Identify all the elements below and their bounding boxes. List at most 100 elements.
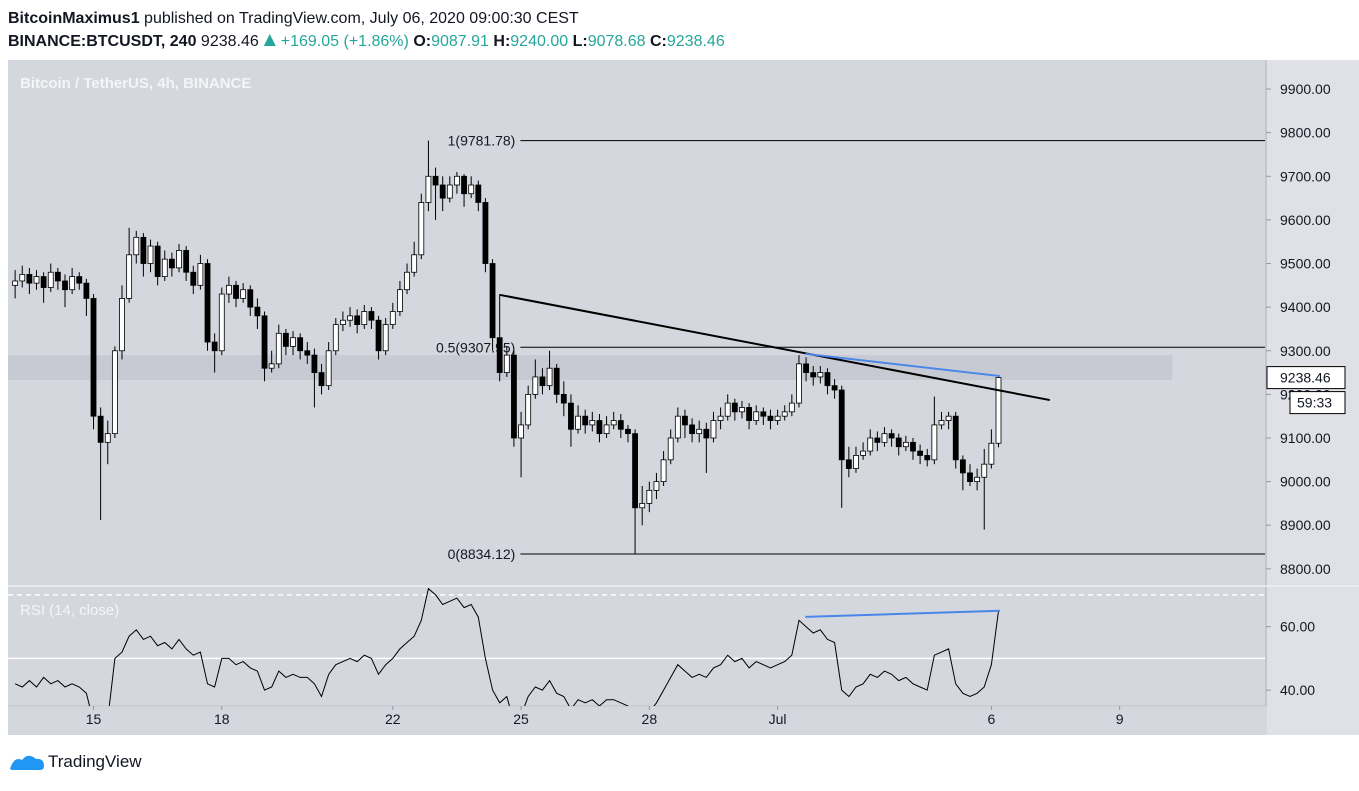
candle-body xyxy=(418,202,425,256)
plot-layer: 8800.008900.009000.009100.009200.009300.… xyxy=(8,34,1346,727)
x-tick-label: 22 xyxy=(385,711,401,727)
candle-body xyxy=(147,245,154,264)
ohlc-value: 9087.91 xyxy=(431,33,489,50)
candle-body xyxy=(625,428,631,435)
candle-body xyxy=(988,442,995,465)
candle-body xyxy=(340,319,346,325)
candle-body xyxy=(104,433,111,443)
candle-body xyxy=(981,463,988,478)
candle-body xyxy=(788,402,795,413)
candle-body xyxy=(703,428,710,439)
candle-body xyxy=(397,289,403,312)
candle-body xyxy=(532,376,539,395)
candle-body xyxy=(119,298,125,352)
candle-body xyxy=(582,415,589,426)
rsi-tick-label: 60.00 xyxy=(1280,619,1315,635)
x-tick-label: 28 xyxy=(642,711,658,727)
candle-body xyxy=(632,433,638,509)
candle-body xyxy=(838,389,845,461)
y-tick-label: 9800.00 xyxy=(1280,125,1331,141)
candle-body xyxy=(553,367,560,395)
trendline xyxy=(805,352,1001,378)
last-price-label: 9238.46 xyxy=(1280,370,1331,386)
fib-label: 0.5(9307.95) xyxy=(436,339,515,355)
x-tick-label: 6 xyxy=(987,711,995,727)
y-tick-label: 9900.00 xyxy=(1280,81,1331,97)
candle-body xyxy=(781,411,788,417)
candle-body xyxy=(439,184,446,199)
candle-body xyxy=(176,250,182,269)
x-tick-label: 9 xyxy=(1116,711,1124,727)
candle-body xyxy=(254,306,261,317)
candle-body xyxy=(211,341,218,352)
candle-body xyxy=(952,415,959,461)
fib-label: 1(9781.78) xyxy=(448,133,516,149)
candle-body xyxy=(47,271,54,288)
candle-body xyxy=(168,258,175,269)
published: published on TradingView.com, July 06, 2… xyxy=(144,10,579,27)
candle-body xyxy=(446,184,453,199)
candle-body xyxy=(660,459,667,483)
rsi-trendline xyxy=(805,609,1000,618)
ohlc-label: H: xyxy=(493,33,510,50)
ohlc-label: O: xyxy=(413,33,431,50)
candle-body xyxy=(796,363,802,404)
time-axis xyxy=(8,706,1267,735)
ohlc-value: 9240.00 xyxy=(510,33,568,50)
candle-body xyxy=(525,393,532,426)
candle-body xyxy=(111,350,118,435)
x-tick-label: 25 xyxy=(513,711,529,727)
candle-body xyxy=(867,437,874,452)
candle-body xyxy=(233,284,239,299)
candle-body xyxy=(204,263,211,343)
change: +169.05 (+1.86%) xyxy=(281,33,409,50)
candle-body xyxy=(917,450,924,456)
candle-body xyxy=(503,354,510,373)
candle-body xyxy=(667,437,674,461)
candle-body xyxy=(874,437,881,443)
candle-body xyxy=(710,420,717,439)
candle-body xyxy=(895,437,902,448)
y-tick-label: 9400.00 xyxy=(1280,299,1331,315)
header-line: BitcoinMaximus1 published on TradingView… xyxy=(8,10,579,27)
fib-label: 0(8834.12) xyxy=(448,546,516,562)
countdown: 59:33 xyxy=(1297,395,1332,411)
candle-body xyxy=(610,420,617,426)
candle-body xyxy=(739,407,745,413)
x-tick-label: 18 xyxy=(214,711,230,727)
candle-body xyxy=(133,236,140,256)
candle-body xyxy=(154,245,161,278)
candle-body xyxy=(368,311,375,321)
symbol-line: BINANCE:BTCUSDT, 240 9238.46 +169.05 (+1.… xyxy=(8,33,725,50)
candle-body xyxy=(945,415,952,421)
candle-body xyxy=(218,293,225,352)
candle-body xyxy=(190,271,197,286)
candle-body xyxy=(482,202,489,264)
candle-body xyxy=(83,282,90,299)
candle-body xyxy=(853,455,859,469)
candle-body xyxy=(183,250,190,273)
candle-body xyxy=(717,415,724,421)
candle-body xyxy=(589,420,596,426)
candle-body xyxy=(653,481,660,491)
candle-body xyxy=(275,332,282,365)
ohlc-label: L: xyxy=(573,33,588,50)
candle-body xyxy=(461,175,467,195)
last-price-box xyxy=(1266,366,1346,390)
candle-body xyxy=(924,455,931,461)
zone xyxy=(8,355,1173,380)
candle-body xyxy=(639,503,646,509)
candle-body xyxy=(411,254,418,273)
candle-body xyxy=(126,254,133,299)
candle-body xyxy=(361,311,368,325)
candle-body xyxy=(817,372,824,378)
x-tick-label: Jul xyxy=(769,711,787,727)
candle-body xyxy=(724,402,731,417)
candle-body xyxy=(297,337,304,352)
logo-mark xyxy=(10,755,44,770)
candle-body xyxy=(76,276,83,284)
candle-body xyxy=(860,450,867,456)
plot-area xyxy=(8,60,1267,735)
candle-body xyxy=(689,424,695,435)
candle-body xyxy=(268,363,275,369)
